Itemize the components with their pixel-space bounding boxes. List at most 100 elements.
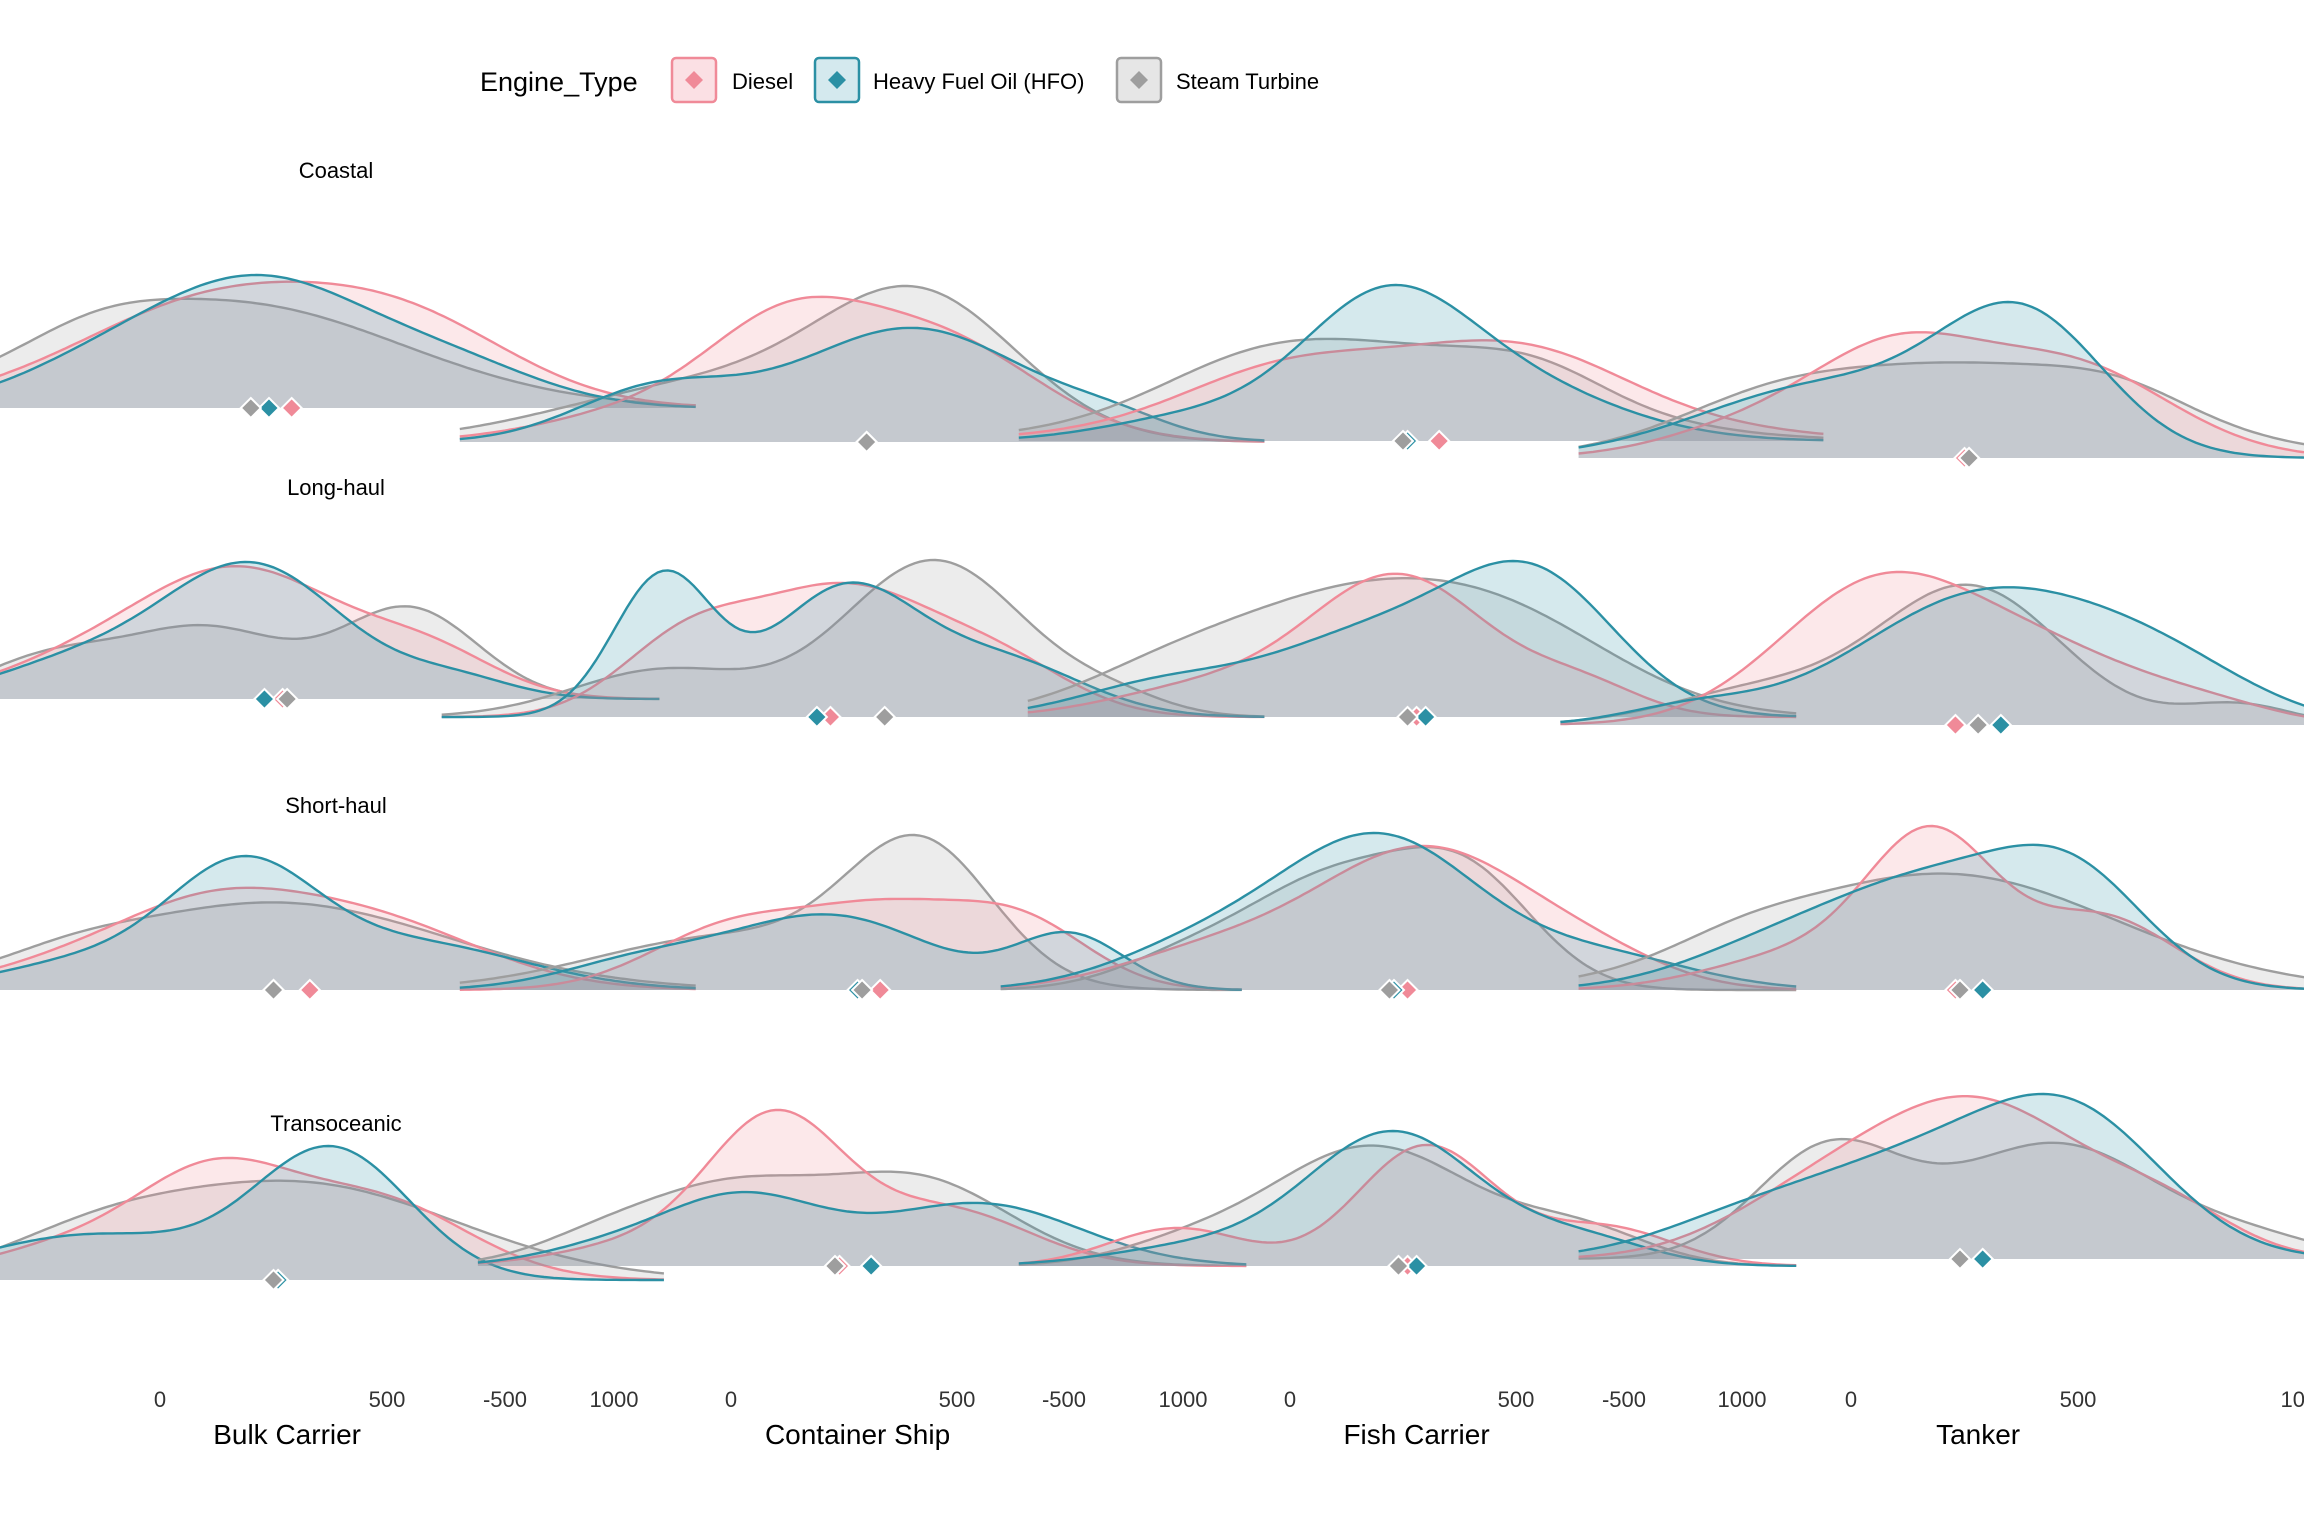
mean-marker-steam-turbine: [262, 978, 285, 1002]
mean-marker-steam-turbine: [1396, 705, 1419, 729]
density-area-heavy-fuel-oil-hfo: [459, 914, 1242, 990]
density-area-diesel: [441, 582, 1265, 717]
tick-label: 500: [939, 1387, 976, 1412]
tick-label: -500: [483, 1387, 527, 1412]
tick-label: 1000: [590, 1387, 639, 1412]
density-area-diesel: [1000, 846, 1797, 990]
mean-marker-heavy-fuel-oil-hfo: [257, 396, 281, 420]
tick-label: 0: [1845, 1387, 1857, 1412]
density-line-diesel: [459, 295, 1265, 443]
density-area-diesel: [1578, 1096, 2304, 1259]
density-area-diesel: [1578, 826, 2304, 990]
legend-diamond-heavy-fuel-oil-hfo: [828, 71, 846, 89]
panel-coastal-tanker: [1578, 300, 2304, 470]
density-line-steam-turbine: [0, 1179, 665, 1275]
density-line-heavy-fuel-oil-hfo: [1018, 1129, 1797, 1267]
density-area-diesel: [0, 1157, 664, 1280]
panel-short-haul-bulk-carrier: [0, 854, 696, 1002]
density-area-steam-turbine: [1027, 578, 1797, 717]
mean-marker-diesel: [298, 978, 322, 1002]
density-area-heavy-fuel-oil-hfo: [441, 570, 1265, 717]
mean-marker-steam-turbine: [1387, 1254, 1410, 1278]
panel-long-haul-tanker: [1560, 570, 2304, 737]
density-line-heavy-fuel-oil-hfo: [477, 1190, 1247, 1266]
mean-marker-diesel: [868, 978, 892, 1002]
density-line-heavy-fuel-oil-hfo: [0, 1144, 664, 1282]
mean-marker-steam-turbine: [1378, 978, 1401, 1002]
density-line-heavy-fuel-oil-hfo: [1027, 559, 1797, 718]
tick-label: -500: [1042, 1387, 1086, 1412]
density-area-heavy-fuel-oil-hfo: [1560, 587, 2304, 725]
density-area-steam-turbine: [1578, 873, 2304, 990]
mean-marker-heavy-fuel-oil-hfo: [1405, 1254, 1428, 1278]
density-line-diesel: [1018, 1143, 1797, 1267]
density-area-steam-turbine: [1018, 338, 1824, 441]
panel-coastal-fish-carrier: [1018, 283, 1824, 453]
density-line-heavy-fuel-oil-hfo: [459, 326, 1265, 442]
density-line-steam-turbine: [1578, 361, 2304, 449]
mean-marker-diesel: [1944, 713, 1967, 737]
density-line-diesel: [477, 1108, 1247, 1268]
density-area-steam-turbine: [1560, 584, 2304, 725]
density-line-diesel: [0, 564, 660, 700]
panel-coastal-bulk-carrier: [0, 273, 696, 420]
mean-marker-steam-turbine: [855, 430, 879, 454]
panel-short-haul-container-ship: [459, 833, 1242, 1002]
density-area-diesel: [459, 296, 1265, 442]
density-line-diesel: [1578, 1095, 2304, 1258]
mean-marker-steam-turbine: [1948, 978, 1972, 1002]
tick-label: 500: [369, 1387, 406, 1412]
mean-marker-diesel: [1427, 429, 1451, 453]
density-line-heavy-fuel-oil-hfo: [1560, 586, 2304, 724]
column-label-bulk-carrier: Bulk Carrier: [213, 1419, 361, 1450]
density-line-steam-turbine: [459, 833, 1242, 992]
density-line-steam-turbine: [1578, 1137, 2304, 1260]
legend-diamond-diesel: [685, 71, 703, 89]
density-area-diesel: [1560, 572, 2304, 725]
column-label-container-ship: Container Ship: [765, 1419, 950, 1450]
legend-item-diesel: Diesel: [670, 56, 793, 104]
density-line-heavy-fuel-oil-hfo: [1578, 1092, 2304, 1255]
mean-marker-steam-turbine: [873, 705, 897, 729]
panel-long-haul-bulk-carrier: [0, 560, 660, 711]
panel-short-haul-fish-carrier: [1000, 831, 1797, 1002]
row-label-coastal: Coastal: [299, 158, 374, 183]
density-area-diesel: [1578, 332, 2304, 458]
panel-short-haul-tanker: [1578, 824, 2304, 1002]
density-area-steam-turbine: [441, 560, 1265, 717]
density-line-diesel: [0, 886, 696, 991]
mean-marker-steam-turbine: [1957, 446, 1981, 470]
legend-label-diesel: Diesel: [732, 69, 793, 94]
density-area-steam-turbine: [0, 298, 696, 408]
density-line-steam-turbine: [0, 901, 696, 987]
legend-title: Engine_Type: [480, 67, 638, 97]
density-area-diesel: [0, 566, 660, 699]
tick-label: 0: [1284, 1387, 1296, 1412]
panel-long-haul-container-ship: [441, 558, 1265, 729]
density-area-diesel: [0, 887, 696, 990]
density-line-heavy-fuel-oil-hfo: [1000, 831, 1797, 988]
density-area-heavy-fuel-oil-hfo: [1578, 302, 2304, 458]
density-area-heavy-fuel-oil-hfo: [1018, 1131, 1797, 1266]
density-line-steam-turbine: [477, 1170, 1247, 1268]
row-label-transoceanic: Transoceanic: [270, 1111, 401, 1136]
density-line-heavy-fuel-oil-hfo: [0, 273, 696, 409]
density-area-diesel: [1018, 340, 1824, 441]
density-line-heavy-fuel-oil-hfo: [1578, 300, 2304, 459]
mean-marker-heavy-fuel-oil-hfo: [1414, 705, 1438, 729]
density-line-heavy-fuel-oil-hfo: [1578, 843, 2304, 990]
density-line-diesel: [1560, 570, 2304, 726]
panel-transoceanic-bulk-carrier: [0, 1144, 665, 1292]
column-label-fish-carrier: Fish Carrier: [1343, 1419, 1489, 1450]
mean-marker-steam-turbine: [239, 396, 263, 420]
density-area-heavy-fuel-oil-hfo: [1018, 285, 1824, 441]
density-area-diesel: [0, 281, 696, 408]
mean-marker-steam-turbine: [1948, 1247, 1972, 1271]
density-line-steam-turbine: [1027, 577, 1797, 715]
tick-label: 0: [154, 1387, 166, 1412]
density-line-steam-turbine: [1578, 872, 2304, 979]
density-line-diesel: [0, 280, 696, 407]
legend: Engine_Type Diesel Heavy Fuel Oil (HFO) St…: [480, 56, 1319, 104]
tick-label: 500: [1498, 1387, 1535, 1412]
